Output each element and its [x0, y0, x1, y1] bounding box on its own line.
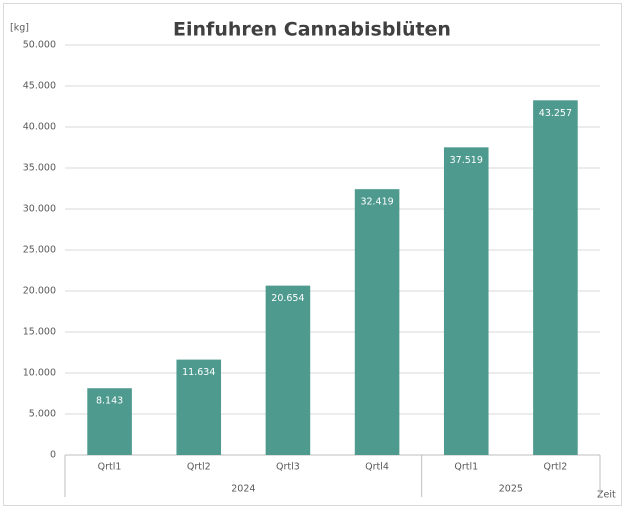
bar: [87, 388, 132, 455]
y-tick-label: 25.000: [23, 245, 56, 256]
y-tick-label: 5.000: [29, 409, 56, 420]
value-label: 20.654: [271, 293, 304, 304]
y-tick-label: 0: [50, 450, 56, 461]
group-label: 2024: [231, 484, 255, 495]
bar: [265, 285, 311, 455]
value-label: 8.143: [96, 396, 123, 407]
y-tick-label: 40.000: [23, 122, 56, 133]
value-label: 32.419: [360, 197, 393, 208]
y-tick-label: 15.000: [23, 327, 56, 338]
y-tick-label: 35.000: [23, 163, 56, 174]
y-axis-label: [kg]: [10, 23, 29, 34]
bar: [533, 100, 578, 455]
x-tick-label: Qrtl2: [544, 462, 568, 473]
bar: [443, 147, 489, 456]
bar: [354, 189, 400, 456]
y-tick-label: 50.000: [23, 40, 56, 51]
x-tick-label: Qrtl2: [187, 462, 211, 473]
value-label: 37.519: [450, 155, 483, 166]
y-tick-label: 30.000: [23, 204, 56, 215]
value-label: 11.634: [182, 367, 215, 378]
x-tick-label: Qrtl4: [365, 462, 389, 473]
chart-title: Einfuhren Cannabisblüten: [173, 19, 451, 41]
y-tick-label: 20.000: [23, 286, 56, 297]
group-label: 2025: [499, 484, 523, 495]
y-tick-label: 10.000: [23, 368, 56, 379]
x-tick-label: Qrtl1: [454, 462, 478, 473]
x-tick-label: Qrtl3: [276, 462, 300, 473]
y-tick-label: 45.000: [23, 81, 56, 92]
x-tick-label: Qrtl1: [98, 462, 122, 473]
x-axis-label: Zeit: [597, 490, 616, 501]
bar: [176, 359, 222, 455]
value-label: 43.257: [539, 108, 572, 119]
